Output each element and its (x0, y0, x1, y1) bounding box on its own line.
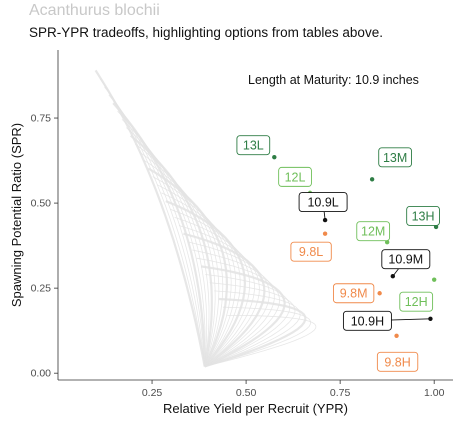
background-curve (139, 151, 220, 367)
label-text: 12H (405, 295, 428, 309)
label-text: 9.8M (340, 287, 368, 301)
label-text: 13H (412, 209, 435, 223)
background-curve (200, 265, 286, 368)
label-text: 10.9L (307, 196, 338, 210)
y-axis-title: Spawning Potential Ratio (SPR) (9, 123, 24, 307)
label-box (381, 249, 431, 270)
label-box (298, 192, 348, 213)
background-curves (94, 69, 317, 368)
label-9.8M: 9.8M (332, 283, 375, 304)
background-curve (129, 134, 213, 367)
axes: 0.25 0.50 0.75 1.00 0.00 0.25 0.50 0.75 Relative… (9, 50, 453, 416)
label-10.9L: 10.9L (298, 192, 348, 213)
background-curve (204, 306, 312, 367)
label-box (399, 291, 434, 312)
label-box (332, 283, 375, 304)
point-9.8M (377, 291, 382, 296)
label-box (342, 310, 392, 331)
background-curve (108, 94, 206, 367)
label-text: 12M (361, 225, 385, 239)
y-tick-label: 0.50 (31, 198, 52, 210)
label-box (406, 205, 440, 226)
background-curve (204, 297, 307, 368)
label-text: 13M (383, 151, 407, 165)
label-text: 12L (285, 170, 306, 184)
background-curve (170, 208, 251, 367)
y-tick-label: 0.00 (31, 368, 52, 380)
label-10.9H: 10.9H (342, 310, 392, 331)
label-box (356, 221, 391, 242)
x-tick-label: 1.00 (424, 387, 445, 399)
chart-title: Acanthurus blochii (29, 2, 160, 19)
label-13L: 13L (236, 135, 271, 156)
data-labels: 13L 12L 13M 10.9L 9.8L 12M 13H 10.9M 9.8M 12H 10.9… (236, 135, 440, 372)
label-9.8H: 9.8H (376, 351, 419, 372)
x-tick-label: 0.25 (142, 387, 163, 399)
label-12H: 12H (399, 291, 434, 312)
y-tick-label: 0.75 (31, 113, 52, 125)
label-9.8L: 9.8L (290, 241, 332, 262)
label-box (278, 166, 312, 187)
label-10.9M: 10.9M (381, 249, 431, 270)
x-axis-title: Relative Yield per Recruit (YPR) (163, 401, 348, 416)
x-tick-label: 0.75 (330, 387, 351, 399)
x-tick-label: 0.50 (236, 387, 257, 399)
label-12M: 12M (356, 221, 391, 242)
label-text: 13L (243, 139, 264, 153)
background-curve (117, 110, 206, 367)
label-text: 9.8H (384, 355, 410, 369)
background-curve (196, 257, 280, 367)
label-text: 9.8L (299, 245, 323, 259)
background-curve (178, 225, 260, 367)
label-box (378, 147, 412, 168)
background-curve (187, 241, 270, 367)
background-curve (147, 167, 229, 367)
point-13L (272, 154, 277, 160)
label-box (236, 135, 271, 156)
label-box (290, 241, 332, 262)
background-curve (192, 249, 275, 367)
background-curve (152, 176, 232, 367)
background-curve (204, 290, 301, 367)
point-9.8L (322, 231, 328, 236)
point-12H (431, 277, 437, 282)
point-13M (369, 177, 375, 182)
background-curve (143, 159, 224, 367)
label-box (376, 351, 419, 372)
background-curve (204, 282, 296, 367)
label-13H: 13H (406, 205, 440, 226)
background-curve (204, 315, 317, 367)
label-12L: 12L (278, 166, 312, 187)
label-text: 10.9M (388, 253, 423, 267)
background-curve (121, 119, 208, 367)
label-13M: 13M (378, 147, 412, 168)
point-9.8H (394, 333, 399, 338)
background-curve (161, 192, 241, 367)
maturity-annotation: Length at Maturity: 10.9 inches (248, 73, 419, 87)
y-tick-label: 0.25 (31, 283, 52, 295)
chart-subtitle: SPR-YPR tradeoffs, highlighting options … (29, 25, 383, 40)
background-curve (104, 86, 206, 367)
label-text: 10.9H (351, 314, 384, 328)
